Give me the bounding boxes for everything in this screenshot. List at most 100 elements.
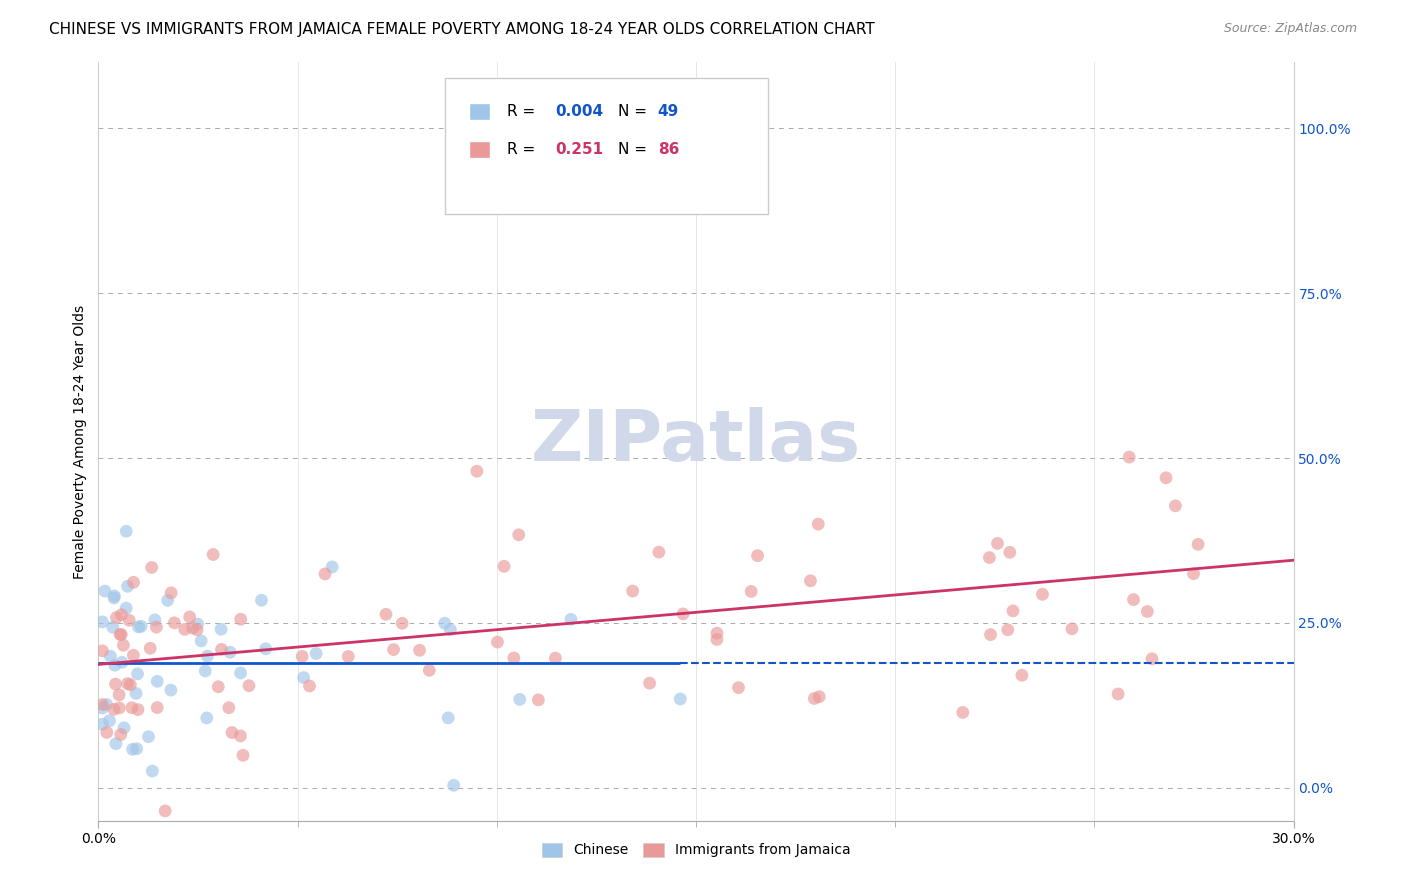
Point — [94, 584, 117, 599]
Point — [391, 616, 413, 631]
Point — [211, 642, 233, 657]
FancyBboxPatch shape — [470, 103, 489, 120]
Point — [179, 610, 201, 624]
Point — [187, 617, 209, 632]
Point — [676, 108, 699, 122]
Point — [111, 655, 134, 669]
Point — [110, 727, 132, 741]
Point — [1122, 592, 1144, 607]
Point — [146, 674, 169, 689]
Point — [129, 619, 152, 633]
Point — [1140, 652, 1163, 666]
Point — [91, 615, 114, 629]
Point — [232, 748, 254, 763]
Point — [486, 635, 509, 649]
Point — [181, 621, 204, 635]
Point — [118, 613, 141, 627]
Point — [219, 645, 242, 659]
Point — [544, 651, 567, 665]
Point — [96, 698, 118, 712]
Point — [337, 649, 360, 664]
Point — [803, 691, 825, 706]
FancyBboxPatch shape — [446, 78, 768, 214]
Point — [254, 641, 277, 656]
Point — [621, 584, 644, 599]
Point — [465, 464, 488, 478]
Point — [153, 804, 176, 818]
Point — [508, 528, 530, 542]
Point — [190, 634, 212, 648]
Point — [160, 683, 183, 698]
Point — [110, 607, 132, 622]
Point — [104, 737, 127, 751]
Text: CHINESE VS IMMIGRANTS FROM JAMAICA FEMALE POVERTY AMONG 18-24 YEAR OLDS CORRELAT: CHINESE VS IMMIGRANTS FROM JAMAICA FEMAL… — [49, 22, 875, 37]
Legend: Chinese, Immigrants from Jamaica: Chinese, Immigrants from Jamaica — [536, 837, 856, 863]
Y-axis label: Female Poverty Among 18-24 Year Olds: Female Poverty Among 18-24 Year Olds — [73, 304, 87, 579]
Point — [202, 548, 225, 562]
Point — [128, 620, 150, 634]
Point — [638, 676, 661, 690]
Point — [298, 679, 321, 693]
Text: ZIPatlas: ZIPatlas — [531, 407, 860, 476]
Point — [91, 698, 114, 712]
Point — [321, 560, 343, 574]
Point — [807, 517, 830, 532]
Point — [122, 648, 145, 663]
Point — [998, 545, 1021, 559]
Point — [98, 714, 121, 728]
Point — [740, 584, 762, 599]
Point — [221, 725, 243, 739]
Point — [706, 626, 728, 640]
Point — [229, 612, 252, 626]
Point — [122, 575, 145, 590]
Point — [105, 610, 128, 624]
FancyBboxPatch shape — [470, 141, 489, 158]
Point — [727, 681, 749, 695]
Point — [197, 649, 219, 664]
Point — [121, 742, 143, 756]
Point — [108, 627, 131, 641]
Point — [672, 607, 695, 621]
Point — [648, 545, 671, 559]
Point — [141, 764, 163, 778]
Point — [1187, 537, 1209, 551]
Point — [1107, 687, 1129, 701]
Point — [138, 730, 160, 744]
Point — [117, 579, 139, 593]
Text: R =: R = — [508, 104, 540, 120]
Text: 49: 49 — [658, 104, 679, 120]
Point — [502, 651, 524, 665]
Point — [103, 589, 125, 603]
Point — [418, 663, 440, 677]
Point — [194, 664, 217, 678]
Point — [125, 686, 148, 700]
Point — [439, 623, 461, 637]
Point — [143, 613, 166, 627]
Point — [229, 729, 252, 743]
Text: Source: ZipAtlas.com: Source: ZipAtlas.com — [1223, 22, 1357, 36]
Point — [112, 638, 135, 652]
Point — [747, 549, 769, 563]
Point — [163, 615, 186, 630]
Text: R =: R = — [508, 142, 540, 157]
Point — [1060, 622, 1083, 636]
Point — [527, 693, 550, 707]
Point — [91, 717, 114, 731]
Point — [104, 658, 127, 673]
Point — [986, 536, 1008, 550]
Point — [195, 711, 218, 725]
Point — [160, 586, 183, 600]
Text: N =: N = — [619, 104, 652, 120]
Text: 86: 86 — [658, 142, 679, 157]
Point — [103, 702, 125, 716]
Point — [127, 703, 149, 717]
Point — [1011, 668, 1033, 682]
Point — [291, 649, 314, 664]
Point — [382, 642, 405, 657]
Point — [146, 700, 169, 714]
Point — [997, 623, 1019, 637]
Point — [121, 700, 143, 714]
Point — [117, 676, 139, 690]
Point — [706, 632, 728, 647]
Point — [100, 649, 122, 664]
